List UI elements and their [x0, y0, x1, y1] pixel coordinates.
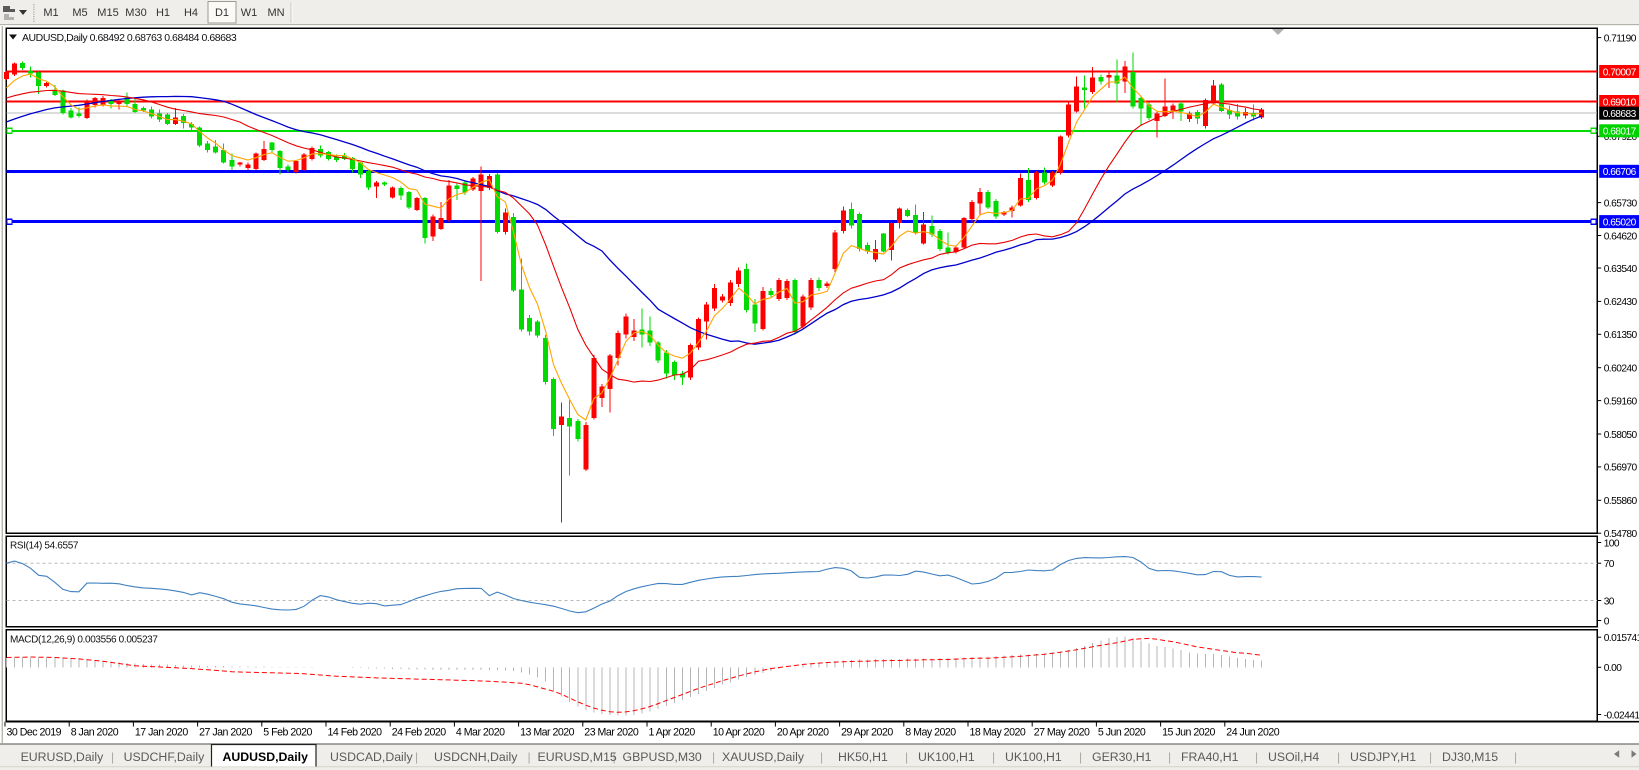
- svg-text:EURUSD,Daily: EURUSD,Daily: [21, 750, 105, 764]
- svg-text:100: 100: [1604, 538, 1620, 549]
- svg-text:FRA40,H1: FRA40,H1: [1181, 750, 1239, 764]
- svg-text:30: 30: [1604, 596, 1615, 607]
- svg-text:1 Apr 2020: 1 Apr 2020: [649, 727, 696, 739]
- svg-text:0.70007: 0.70007: [1603, 67, 1637, 78]
- svg-text:|: |: [1337, 750, 1340, 764]
- svg-text:AUDUSD,Daily 0.68492 0.68763: AUDUSD,Daily 0.68492 0.68763 0.68484 0.6…: [22, 32, 237, 44]
- svg-text:|: |: [992, 750, 995, 764]
- svg-text:|: |: [528, 750, 531, 764]
- svg-text:5 Jun 2020: 5 Jun 2020: [1098, 727, 1146, 739]
- svg-text:8 Jan 2020: 8 Jan 2020: [71, 727, 119, 739]
- svg-text:14 Feb 2020: 14 Feb 2020: [328, 727, 383, 739]
- svg-text:0.60240: 0.60240: [1604, 364, 1638, 375]
- svg-text:0: 0: [1604, 616, 1610, 627]
- svg-text:EURUSD,M15: EURUSD,M15: [538, 750, 617, 764]
- svg-text:USDJPY,H1: USDJPY,H1: [1350, 750, 1416, 764]
- svg-text:0.55860: 0.55860: [1604, 496, 1638, 507]
- svg-text:27 Jan 2020: 27 Jan 2020: [199, 727, 252, 739]
- svg-text:XAUUSD,Daily: XAUUSD,Daily: [722, 750, 805, 764]
- svg-text:70: 70: [1604, 559, 1615, 570]
- svg-text:13 Mar 2020: 13 Mar 2020: [520, 727, 575, 739]
- svg-text:M1: M1: [43, 7, 58, 19]
- svg-text:|: |: [1429, 750, 1432, 764]
- svg-text:0.64620: 0.64620: [1604, 231, 1638, 242]
- svg-text:0.68017: 0.68017: [1603, 127, 1637, 138]
- svg-text:W1: W1: [241, 7, 258, 19]
- svg-text:27 May 2020: 27 May 2020: [1034, 727, 1090, 739]
- svg-text:M5: M5: [72, 7, 87, 19]
- svg-text:DJ30,M15: DJ30,M15: [1442, 750, 1498, 764]
- svg-text:|: |: [1168, 750, 1171, 764]
- svg-text:RSI(14) 54.6557: RSI(14) 54.6557: [10, 541, 79, 552]
- svg-text:0.58050: 0.58050: [1604, 430, 1638, 441]
- svg-text:0.54780: 0.54780: [1604, 529, 1638, 540]
- svg-text:0.71190: 0.71190: [1604, 33, 1637, 44]
- svg-text:5 Feb 2020: 5 Feb 2020: [263, 727, 312, 739]
- svg-text:8 May 2020: 8 May 2020: [905, 727, 956, 739]
- svg-text:USOil,H4: USOil,H4: [1268, 750, 1319, 764]
- svg-text:|: |: [613, 750, 616, 764]
- svg-text:AUDUSD,Daily: AUDUSD,Daily: [223, 750, 309, 764]
- svg-text:0.65020: 0.65020: [1603, 217, 1637, 228]
- svg-text:UK100,H1: UK100,H1: [1005, 750, 1062, 764]
- svg-text:|: |: [1255, 750, 1258, 764]
- svg-text:GBPUSD,M30: GBPUSD,M30: [623, 750, 702, 764]
- svg-text:|: |: [905, 750, 908, 764]
- svg-text:USDCNH,Daily: USDCNH,Daily: [434, 750, 518, 764]
- svg-text:GER30,H1: GER30,H1: [1092, 750, 1152, 764]
- svg-text:M30: M30: [125, 7, 146, 19]
- svg-text:0.63540: 0.63540: [1604, 264, 1638, 275]
- svg-text:24 Feb 2020: 24 Feb 2020: [392, 727, 447, 739]
- svg-text:0.015741: 0.015741: [1604, 633, 1639, 644]
- svg-text:24 Jun 2020: 24 Jun 2020: [1226, 727, 1279, 739]
- svg-text:|: |: [712, 750, 715, 764]
- svg-text:23 Mar 2020: 23 Mar 2020: [584, 727, 639, 739]
- svg-text:0.65730: 0.65730: [1604, 198, 1638, 209]
- svg-text:0.62430: 0.62430: [1604, 297, 1638, 308]
- svg-text:10 Apr 2020: 10 Apr 2020: [713, 727, 765, 739]
- svg-text:15 Jun 2020: 15 Jun 2020: [1162, 727, 1215, 739]
- svg-text:D1: D1: [215, 7, 229, 19]
- svg-text:17 Jan 2020: 17 Jan 2020: [135, 727, 188, 739]
- svg-text:|: |: [415, 750, 418, 764]
- svg-text:H4: H4: [184, 7, 198, 19]
- svg-text:18 May 2020: 18 May 2020: [970, 727, 1026, 739]
- svg-text:0.69010: 0.69010: [1603, 97, 1637, 108]
- svg-text:0.61350: 0.61350: [1604, 330, 1638, 341]
- svg-text:20 Apr 2020: 20 Apr 2020: [777, 727, 829, 739]
- svg-text:M15: M15: [97, 7, 118, 19]
- svg-text:0.56970: 0.56970: [1604, 463, 1638, 474]
- svg-text:|: |: [1514, 750, 1517, 764]
- svg-text:|: |: [1079, 750, 1082, 764]
- svg-text:|: |: [111, 750, 114, 764]
- svg-text:UK100,H1: UK100,H1: [918, 750, 975, 764]
- svg-text:29 Apr 2020: 29 Apr 2020: [841, 727, 893, 739]
- svg-text:4 Mar 2020: 4 Mar 2020: [456, 727, 505, 739]
- svg-text:|: |: [820, 750, 823, 764]
- svg-text:30 Dec 2019: 30 Dec 2019: [7, 727, 62, 739]
- svg-text:-0.02441: -0.02441: [1604, 710, 1639, 721]
- svg-text:MN: MN: [267, 7, 284, 19]
- svg-text:H1: H1: [156, 7, 170, 19]
- svg-text:HK50,H1: HK50,H1: [838, 750, 888, 764]
- svg-text:0.00: 0.00: [1604, 663, 1623, 674]
- svg-text:USDCAD,Daily: USDCAD,Daily: [330, 750, 414, 764]
- svg-text:0.68683: 0.68683: [1603, 109, 1637, 120]
- svg-text:MACD(12,26,9) 0.003556 0.00523: MACD(12,26,9) 0.003556 0.005237: [10, 635, 158, 646]
- svg-text:0.66706: 0.66706: [1603, 167, 1637, 178]
- svg-text:0.67920: 0.67920: [1604, 132, 1638, 143]
- svg-text:0.59160: 0.59160: [1604, 396, 1638, 407]
- svg-text:USDCHF,Daily: USDCHF,Daily: [124, 750, 205, 764]
